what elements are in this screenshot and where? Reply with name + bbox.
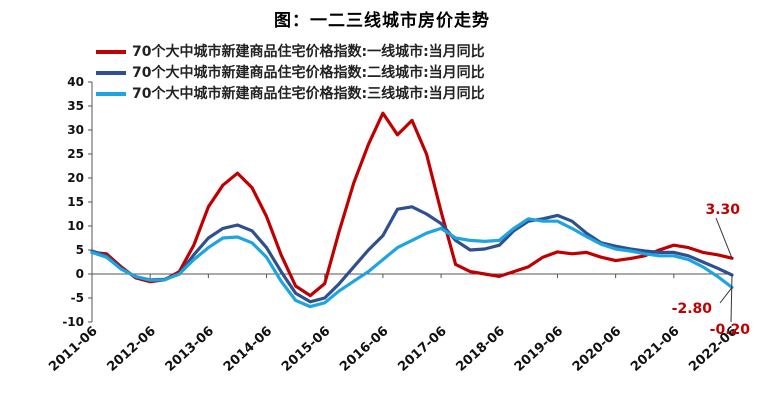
x-tick-label: 2012-06 <box>104 324 158 375</box>
y-tick-label: 5 <box>76 243 84 257</box>
series-line-2 <box>90 205 734 304</box>
axes: -10 -5 0 5 10 15 20 25 30 35 40 2011-06 2012-06 2013-… <box>46 75 740 375</box>
chart-title: 图：一二三线城市房价走势 <box>274 11 490 31</box>
y-tick-label: 10 <box>67 219 84 233</box>
annotation-label: -0.20 <box>710 322 751 338</box>
x-tick-label: 2021-06 <box>628 324 682 375</box>
y-tick-label: -10 <box>62 315 84 329</box>
annotation-leader <box>730 274 733 323</box>
annotation-leader <box>715 217 733 259</box>
x-tick-label: 2013-06 <box>163 324 217 375</box>
y-tick-label: -5 <box>71 291 84 305</box>
y-tick-label: 40 <box>67 75 84 89</box>
legend-label-2: 70个大中城市新建商品住宅价格指数:二线城市:当月同比 <box>132 64 485 81</box>
y-tick-label: 15 <box>67 195 84 209</box>
series-line-3 <box>90 217 734 309</box>
y-tick-label: 35 <box>67 99 84 113</box>
y-tick-label: 0 <box>76 267 84 281</box>
legend-label-3: 70个大中城市新建商品住宅价格指数:三线城市:当月同比 <box>132 85 485 102</box>
series-lines <box>90 111 734 309</box>
annotation-label: 3.30 <box>705 202 740 218</box>
x-tick-label: 2017-06 <box>395 324 449 375</box>
x-tick-label: 2018-06 <box>454 324 508 375</box>
annotation-label: -2.80 <box>672 301 713 317</box>
y-tick-label: 30 <box>67 123 84 137</box>
annotation-leader <box>719 287 733 304</box>
x-tick-label: 2019-06 <box>512 324 566 375</box>
x-tick-label: 2016-06 <box>337 324 391 375</box>
x-tick-label: 2020-06 <box>570 324 624 375</box>
x-tick-label: 2011-06 <box>46 324 100 375</box>
x-tick-label: 2014-06 <box>221 324 275 375</box>
y-tick-label: 20 <box>67 171 84 185</box>
legend-label-1: 70个大中城市新建商品住宅价格指数:一线城市:当月同比 <box>132 43 485 60</box>
y-tick-label: 25 <box>67 147 84 161</box>
series-line-1 <box>90 111 734 298</box>
annotations: 3.30 -2.80 -0.20 <box>672 202 751 338</box>
legend: 70个大中城市新建商品住宅价格指数:一线城市:当月同比 70个大中城市新建商品住宅… <box>96 43 485 102</box>
x-tick-label: 2015-06 <box>279 324 333 375</box>
